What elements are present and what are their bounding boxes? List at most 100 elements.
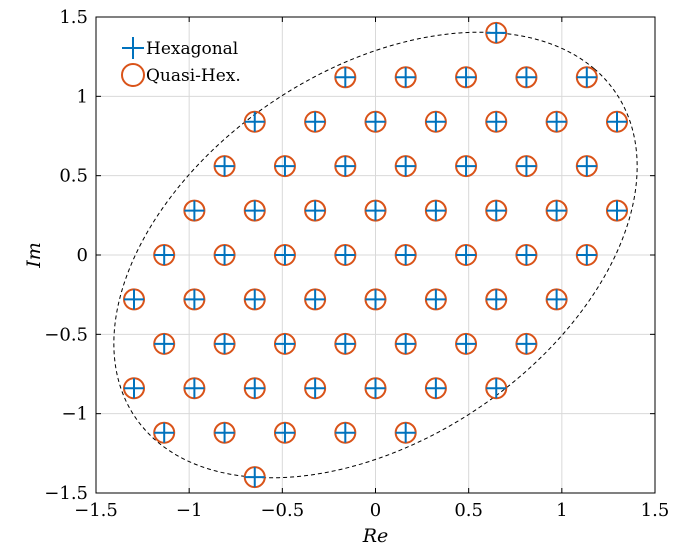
hexagonal-marker [244, 111, 265, 132]
hexagonal-marker [516, 333, 537, 354]
data-point-28 [153, 244, 176, 266]
data-point-25 [485, 199, 508, 222]
hexagonal-marker [486, 22, 507, 43]
data-point-6 [243, 110, 266, 133]
hexagonal-marker [244, 378, 265, 399]
data-point-52 [183, 377, 206, 400]
data-point-40 [364, 288, 387, 311]
hexagonal-marker [154, 333, 175, 354]
data-point-57 [485, 377, 508, 400]
y-tick-label-3: 0 [77, 245, 88, 266]
hexagonal-marker [456, 67, 477, 88]
hexagonal-marker [395, 67, 416, 88]
data-point-32 [394, 244, 417, 266]
data-point-35 [575, 244, 598, 266]
data-point-46 [273, 332, 296, 355]
data-point-20 [183, 199, 206, 222]
hexagonal-marker [305, 378, 326, 399]
hexagonal-marker [546, 289, 567, 310]
hexagonal-marker [516, 245, 537, 265]
hexagonal-marker [425, 200, 446, 221]
data-point-49 [455, 332, 478, 355]
data-point-30 [273, 244, 296, 266]
hexagonal-marker [606, 200, 627, 221]
data-point-29 [213, 244, 236, 266]
data-point-8 [364, 110, 387, 133]
data-point-10 [485, 110, 508, 133]
plus-marker-icon [122, 37, 144, 59]
data-point-7 [304, 110, 327, 133]
data-point-42 [485, 288, 508, 311]
y-tick-label-0: −1.5 [44, 483, 88, 504]
data-point-19 [575, 155, 598, 178]
hexagonal-marker [244, 200, 265, 221]
legend: Hexagonal Quasi-Hex. [121, 37, 241, 87]
hexagonal-marker [214, 422, 235, 443]
hexagonal-marker [335, 333, 356, 354]
hexagonal-marker [365, 200, 386, 221]
hexagonal-marker [274, 156, 295, 177]
hexagonal-marker [576, 67, 597, 88]
data-point-56 [424, 377, 447, 400]
hexagonal-marker [365, 378, 386, 399]
hexagonal-marker [335, 245, 356, 265]
hexagonal-marker [486, 378, 507, 399]
x-tick-label-3: 0 [370, 500, 381, 521]
hexagonal-marker [124, 378, 145, 399]
hexagonal-marker [184, 289, 205, 310]
hexagonal-marker [456, 333, 477, 354]
data-point-31 [334, 244, 357, 266]
hexagonal-marker [274, 333, 295, 354]
hexagonal-marker [335, 67, 356, 88]
data-point-34 [515, 244, 538, 266]
data-point-15 [334, 155, 357, 178]
data-point-53 [243, 377, 266, 400]
data-point-36 [123, 288, 146, 311]
legend-label-quasi-hex: Quasi-Hex. [146, 66, 241, 86]
data-point-38 [243, 288, 266, 311]
data-point-27 [605, 199, 628, 222]
data-point-22 [304, 199, 327, 222]
data-point-61 [334, 421, 357, 444]
data-point-60 [273, 421, 296, 444]
hexagonal-marker [516, 156, 537, 177]
data-point-2 [394, 66, 417, 89]
data-point-16 [394, 155, 417, 178]
x-tick-label-1: −1 [176, 500, 203, 521]
hexagonal-marker [576, 156, 597, 177]
x-tick-label-4: 0.5 [454, 500, 483, 521]
hexagonal-marker [546, 111, 567, 132]
data-point-4 [515, 66, 538, 89]
hexagonal-marker [274, 422, 295, 443]
data-point-18 [515, 155, 538, 178]
hexagonal-marker [425, 111, 446, 132]
hexagonal-marker [606, 111, 627, 132]
data-point-63 [243, 466, 266, 489]
hexagonal-marker [395, 422, 416, 443]
hexagonal-marker [395, 245, 416, 265]
data-point-37 [183, 288, 206, 311]
data-point-0 [485, 21, 508, 44]
hexagonal-marker [486, 111, 507, 132]
ticks [95, 16, 656, 494]
data-point-17 [455, 155, 478, 178]
x-tick-label-0: −1.5 [74, 500, 118, 521]
data-point-24 [424, 199, 447, 222]
hexagonal-marker [456, 245, 477, 265]
data-point-5 [575, 66, 598, 89]
y-tick-label-4: 0.5 [59, 166, 88, 187]
hexagonal-marker [425, 289, 446, 310]
hexagonal-marker [154, 422, 175, 443]
data-point-23 [364, 199, 387, 222]
data-point-54 [304, 377, 327, 400]
hexagonal-marker [214, 333, 235, 354]
hexagonal-marker [184, 200, 205, 221]
data-point-44 [153, 332, 176, 355]
y-tick-label-2: −0.5 [44, 324, 88, 345]
hexagonal-marker [274, 245, 295, 265]
points-layer [123, 21, 628, 489]
x-axis-title: Re [362, 525, 389, 547]
hexagonal-marker [184, 378, 205, 399]
